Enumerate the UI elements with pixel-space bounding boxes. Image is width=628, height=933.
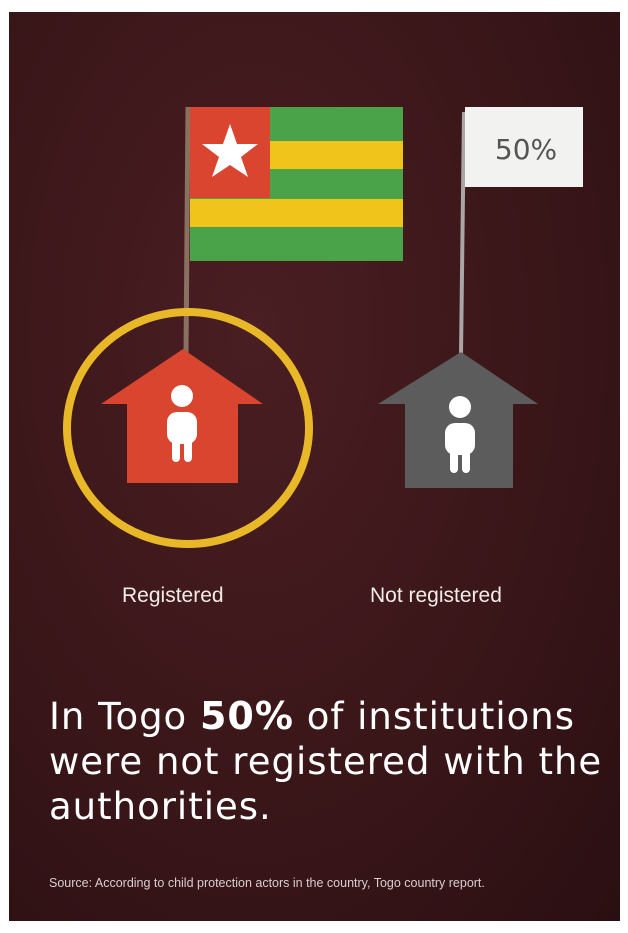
registered-label: Registered <box>122 584 224 607</box>
not-registered-label: Not registered <box>370 584 502 607</box>
flag-stripe-green-3 <box>190 227 403 261</box>
togo-flag <box>183 106 403 356</box>
infographic-poster: 50% Registered Not registered <box>9 12 620 921</box>
star-icon <box>202 124 258 177</box>
percent-flag: 50% <box>459 107 583 356</box>
flag-pole-left <box>183 106 191 356</box>
headline-strong: 50% <box>199 694 294 738</box>
source-note: Source: According to child protection ac… <box>49 876 485 890</box>
headline-part2: of institutions were not registered with… <box>49 695 603 828</box>
registered-house <box>101 349 263 483</box>
child-icon <box>167 385 197 462</box>
flag-stripe-yellow-2 <box>190 199 403 227</box>
percent-flag-cloth <box>465 107 583 187</box>
child-icon <box>445 396 475 473</box>
headline: In Togo 50% of institutions were not reg… <box>49 694 609 829</box>
not-registered-house <box>378 352 538 488</box>
illustration: 50% <box>63 106 583 548</box>
headline-part1: In Togo <box>49 695 200 738</box>
highlight-circle <box>63 308 313 548</box>
not-registered-house-shape <box>378 352 538 488</box>
flag-pole-right <box>459 111 466 356</box>
percent-flag-text: 50% <box>495 133 557 166</box>
